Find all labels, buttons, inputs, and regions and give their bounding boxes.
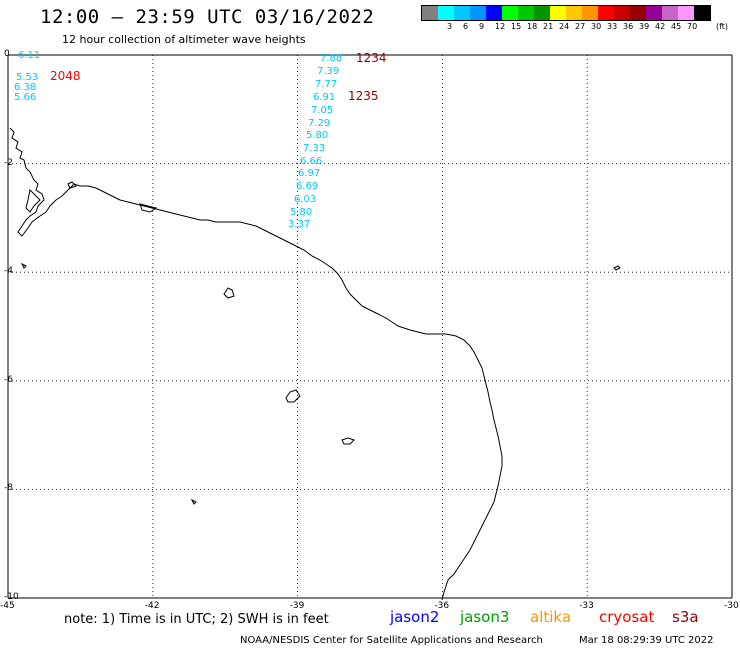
island: [20, 262, 27, 269]
lon-tick-label: -30: [724, 601, 739, 611]
lat-tick-label: -2: [4, 157, 13, 168]
satellite-name: cryosat: [599, 608, 655, 626]
swh-value: 6.91: [313, 92, 336, 103]
coastline-bay: [139, 203, 158, 213]
legend-swatch: [550, 6, 566, 20]
legend-label: 3: [447, 22, 453, 31]
satellite-name: jason2: [390, 608, 440, 626]
lon-tick-label: -42: [144, 601, 160, 611]
pass-time-label: 1234: [356, 51, 387, 65]
island: [285, 389, 301, 403]
swh-value: 7.05: [311, 105, 334, 116]
swh-value: 6.97: [298, 168, 321, 179]
legend-swatch: [518, 6, 534, 20]
legend-label: 39: [639, 22, 650, 31]
lon-tick-label: -36: [434, 601, 450, 611]
legend-label: 33: [607, 22, 618, 31]
lat-tick-label: -4: [4, 266, 13, 277]
legend-label: 24: [559, 22, 570, 31]
legend-swatch: [646, 6, 662, 20]
grid-lines: [7, 54, 733, 599]
legend-label: 12: [495, 22, 506, 31]
satellite-name: altika: [530, 608, 572, 626]
island: [190, 498, 197, 505]
swh-value: 5.66: [14, 92, 37, 103]
island: [341, 437, 355, 445]
coastline-inlet: [25, 188, 41, 213]
swh-value: 5.53: [16, 72, 39, 83]
swh-value: 6.66: [300, 156, 323, 167]
legend-label: 21: [543, 22, 554, 31]
legend-swatch: [422, 6, 438, 20]
page-subtitle: 12 hour collection of altimeter wave hei…: [62, 33, 306, 46]
swh-value: 7.77: [315, 79, 338, 90]
swh-value: 7.39: [317, 66, 340, 77]
swh-value: 7.88: [320, 53, 343, 64]
island: [223, 287, 235, 299]
coastline: [9, 127, 621, 601]
swh-value: 6.69: [296, 181, 319, 192]
swh-value: 6.11: [18, 50, 41, 61]
lon-tick-label: -45: [0, 601, 15, 611]
legend-label: 36: [623, 22, 634, 31]
lon-tick-label: -39: [289, 601, 305, 611]
legend-swatch: [566, 6, 582, 20]
legend-swatch: [438, 6, 454, 20]
legend-swatch: [598, 6, 614, 20]
legend-label: 70: [687, 22, 698, 31]
legend-swatch: [454, 6, 470, 20]
swh-value: 6.38: [14, 82, 37, 93]
legend-swatch: [486, 6, 502, 20]
lon-tick-label: -33: [579, 601, 594, 611]
legend-swatch: [678, 6, 694, 20]
credit-line: NOAA/NESDIS Center for Satellite Applica…: [240, 635, 543, 646]
legend-label: 18: [527, 22, 538, 31]
lat-tick-label: -10: [4, 592, 19, 602]
legend-label: 30: [591, 22, 602, 31]
lat-tick-label: -6: [4, 374, 13, 385]
legend-label: 27: [575, 22, 586, 31]
legend-swatch: [614, 6, 630, 20]
legend-swatch: [630, 6, 646, 20]
legend-unit: (ft): [716, 22, 729, 31]
swh-value: 7.33: [303, 143, 326, 154]
satellite-name: s3a: [672, 608, 699, 626]
legend-label: 9: [479, 22, 485, 31]
legend-swatch: [502, 6, 518, 20]
legend-label: 42: [655, 22, 666, 31]
lat-tick-label: 0: [4, 49, 10, 59]
coastline-bay: [67, 181, 77, 189]
timestamp: Mar 18 08:29:39 UTC 2022: [579, 635, 714, 646]
legend-label: 45: [671, 22, 682, 31]
legend-swatch: [470, 6, 486, 20]
lat-tick-label: -8: [4, 483, 13, 494]
swh-value: 3.37: [288, 219, 311, 230]
pass-time-label: 2048: [50, 69, 81, 83]
legend-label: 6: [463, 22, 469, 31]
legend-swatch: [662, 6, 678, 20]
legend-swatch: [582, 6, 598, 20]
coastline-mainland: [9, 127, 503, 601]
legend-swatch: [694, 6, 710, 20]
page-title: 12:00 — 23:59 UTC 03/16/2022: [40, 6, 375, 28]
swh-value: 6.03: [294, 194, 317, 205]
color-legend: [421, 5, 711, 21]
pass-time-label: 1235: [348, 89, 379, 103]
swh-value: 7.29: [308, 118, 331, 129]
swh-value: 5.80: [306, 130, 329, 141]
island: [613, 265, 621, 271]
legend-label: 15: [511, 22, 522, 31]
footer-note: note: 1) Time is in UTC; 2) SWH is in fe…: [64, 612, 329, 627]
swh-value: 5.80: [290, 207, 313, 218]
legend-swatch: [534, 6, 550, 20]
satellite-name: jason3: [460, 608, 510, 626]
